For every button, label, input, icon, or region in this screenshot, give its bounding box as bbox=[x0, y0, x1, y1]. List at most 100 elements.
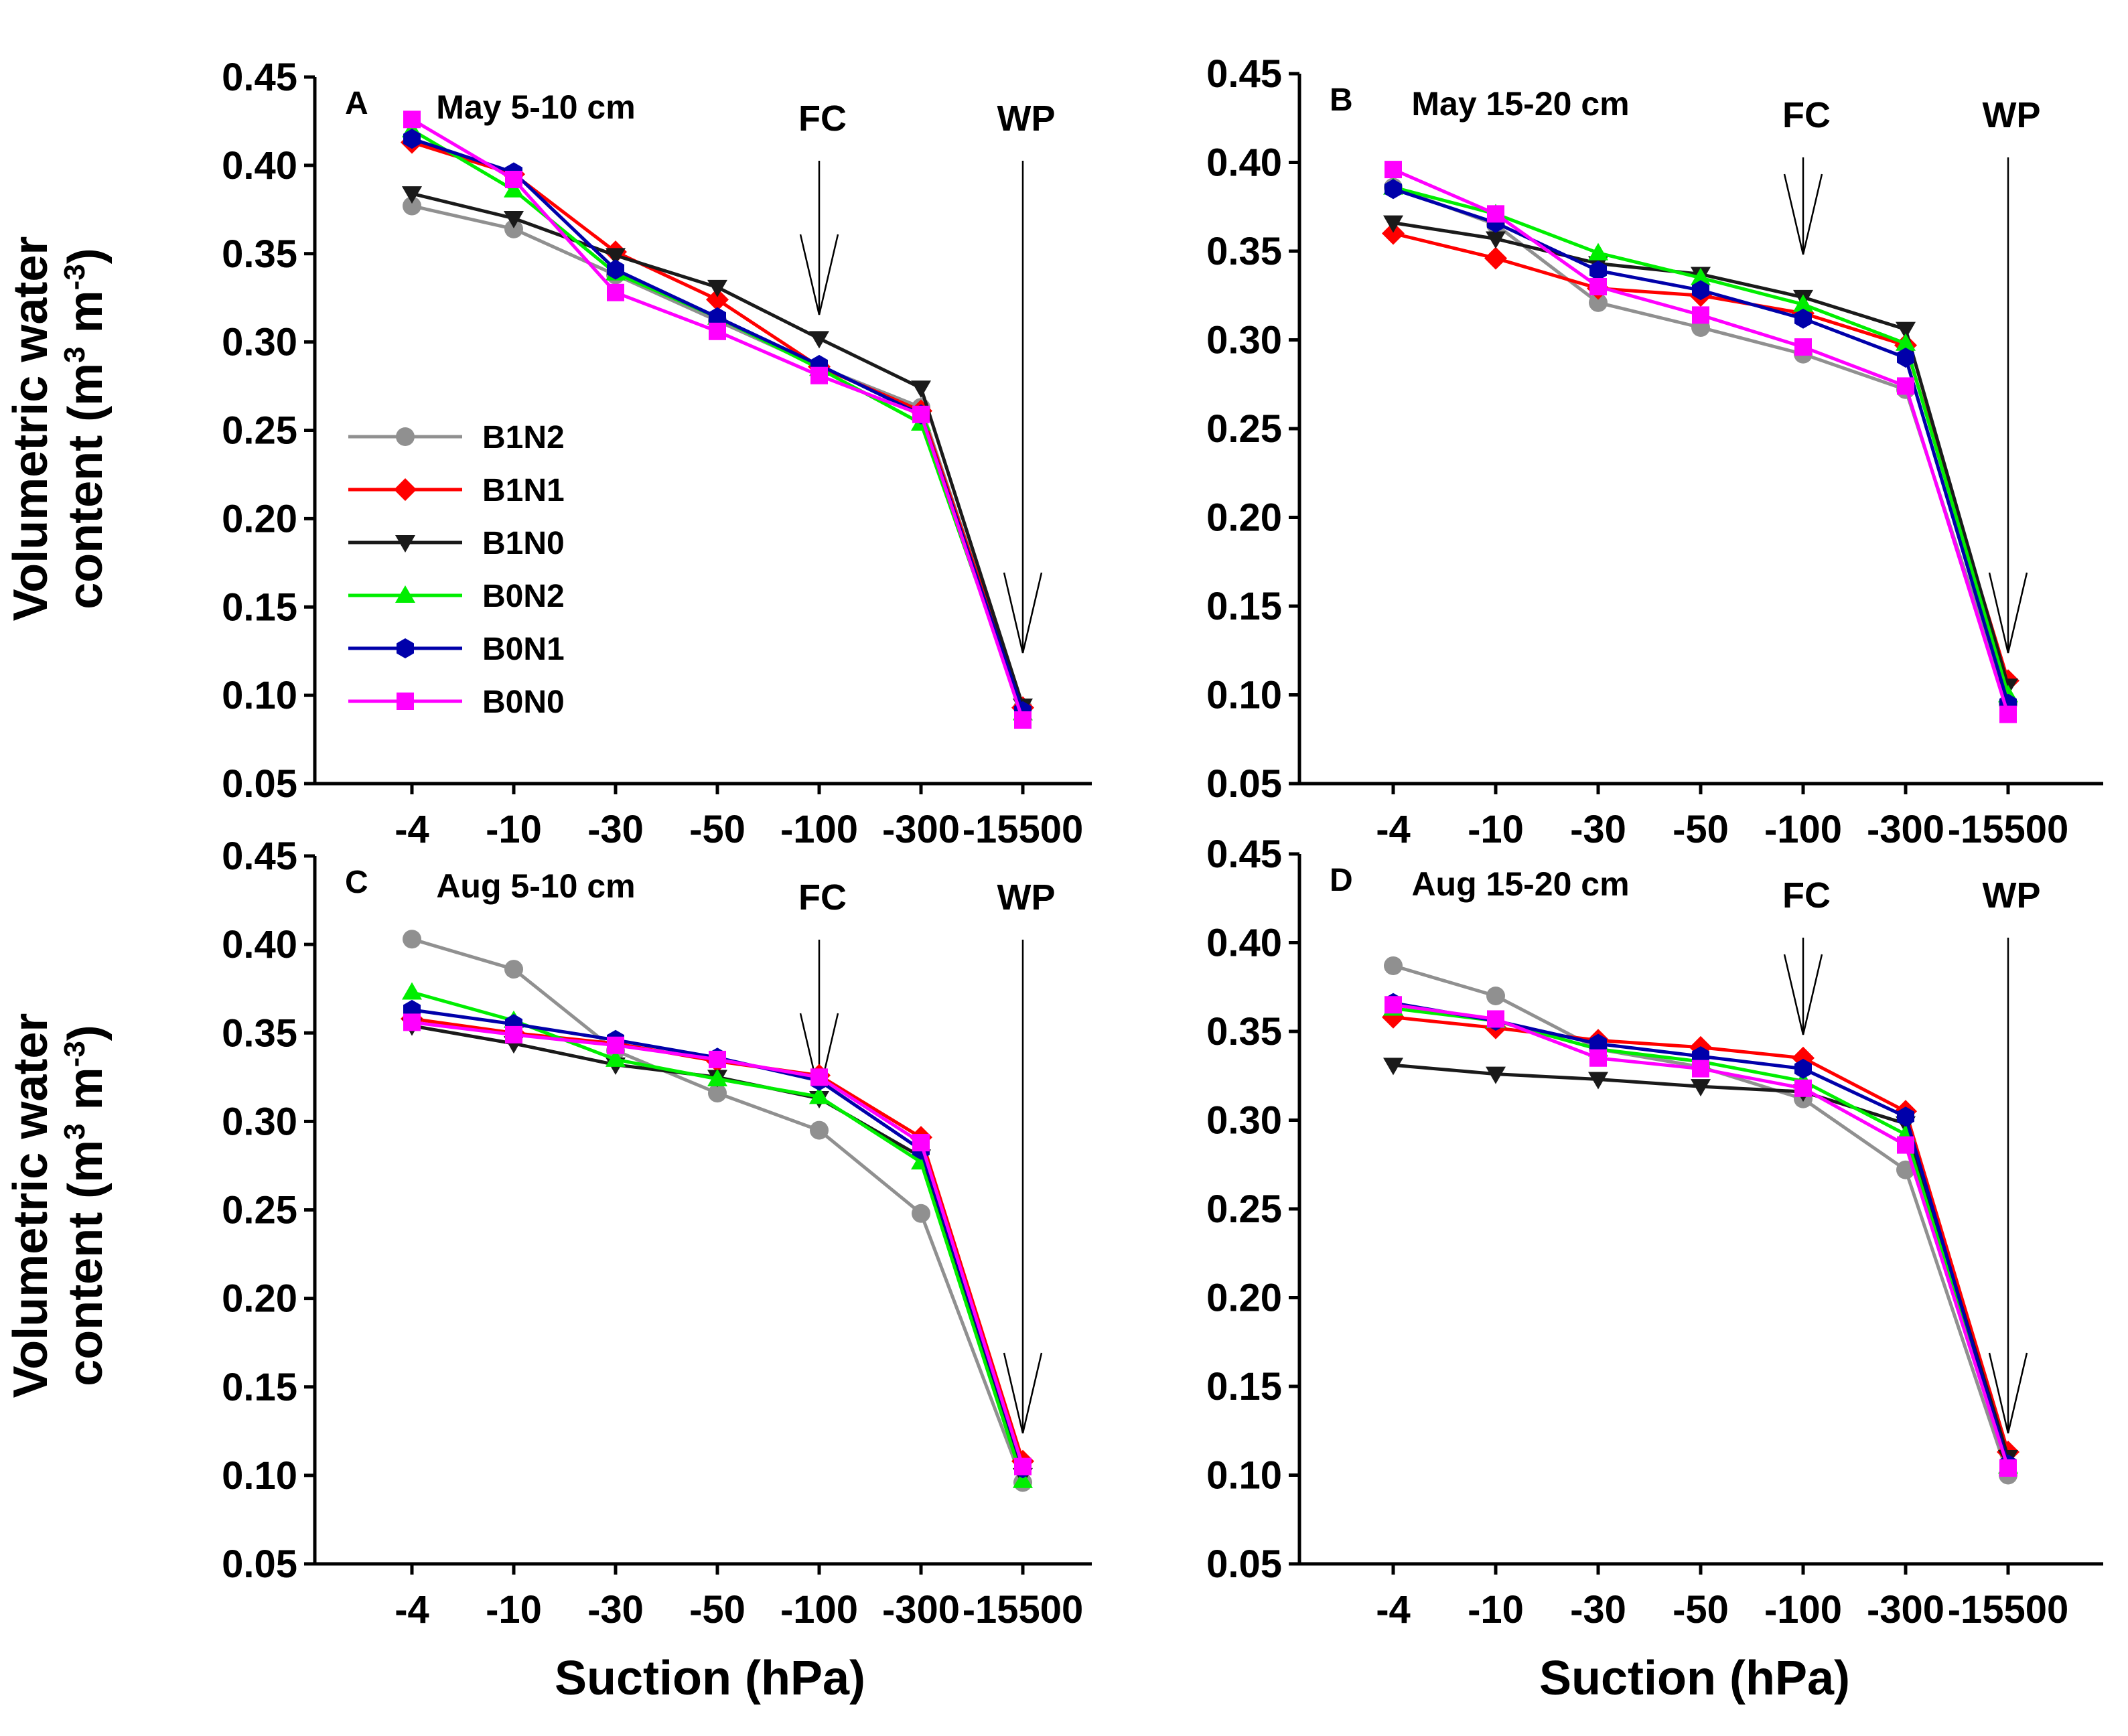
data-point bbox=[1794, 1058, 1812, 1079]
panel-title: May 5-10 cm bbox=[436, 88, 635, 126]
y-tick-label: 0.05 bbox=[1206, 762, 1282, 806]
y-tick-label: 0.15 bbox=[1206, 585, 1282, 628]
series-b0n1 bbox=[1385, 179, 2017, 714]
annotation-fc: FC bbox=[798, 877, 847, 1094]
y-tick-label: 0.10 bbox=[1206, 1454, 1282, 1498]
x-tick-label: -10 bbox=[486, 808, 542, 851]
data-point bbox=[403, 196, 421, 216]
data-point bbox=[402, 982, 422, 1000]
annotation-arrow-head bbox=[1003, 572, 1043, 654]
legend-marker bbox=[396, 427, 415, 446]
data-point bbox=[1484, 246, 1507, 270]
data-point bbox=[504, 960, 523, 979]
data-point bbox=[504, 219, 523, 238]
data-point bbox=[504, 211, 524, 228]
data-point bbox=[912, 1204, 930, 1223]
data-point bbox=[707, 279, 727, 297]
annotation-label: WP bbox=[997, 98, 1056, 139]
y-tick-label: 0.25 bbox=[1206, 407, 1282, 451]
annotation-fc: FC bbox=[798, 98, 847, 315]
data-point bbox=[1692, 1060, 1709, 1078]
x-tick-label: -50 bbox=[689, 1588, 746, 1632]
annotation-label: WP bbox=[1983, 95, 2041, 135]
y-tick-label: 0.45 bbox=[222, 56, 297, 99]
data-point bbox=[1896, 321, 1916, 340]
data-point bbox=[403, 1013, 421, 1031]
panel-letter: B bbox=[1330, 82, 1353, 118]
annotation-label: WP bbox=[1983, 875, 2041, 916]
y-tick-label: 0.10 bbox=[222, 1454, 297, 1498]
y-tick-label: 0.05 bbox=[1206, 1542, 1282, 1586]
panel-b: 0.05 0.10 0.15 0.20 0.25 0.30 0.35 0.40 0.45 -4 -1… bbox=[1206, 52, 2103, 851]
y-tick-label: 0.40 bbox=[222, 144, 297, 188]
data-point bbox=[1013, 1470, 1033, 1488]
data-point bbox=[1382, 222, 1405, 245]
panel-title: Aug 15-20 cm bbox=[1411, 865, 1629, 903]
series-line bbox=[411, 937, 1025, 1484]
legend-entry-b1n2: B1N2 bbox=[348, 420, 565, 455]
y-axis-title-line2: content (m3 m-3) bbox=[58, 1025, 113, 1386]
y-tick-label: 0.40 bbox=[222, 923, 297, 966]
panel-letter: D bbox=[1330, 863, 1353, 898]
data-point bbox=[810, 366, 828, 384]
y-tick-label: 0.15 bbox=[1206, 1365, 1282, 1408]
series-b1n2 bbox=[1384, 956, 2017, 1485]
x-tick-label: -100 bbox=[1764, 1588, 1842, 1632]
x-tick-label: -15500 bbox=[963, 808, 1084, 851]
x-tick-label: -15500 bbox=[1948, 808, 2069, 851]
data-point bbox=[1896, 333, 1916, 351]
series-line bbox=[1393, 1063, 2010, 1458]
y-axis-title-line2: content (m3 m-3) bbox=[58, 248, 113, 609]
x-tick-label: -50 bbox=[1673, 1588, 1729, 1632]
annotation-wp: WP bbox=[1983, 95, 2041, 654]
data-point bbox=[707, 1068, 727, 1086]
data-point bbox=[1589, 1049, 1607, 1067]
data-point bbox=[1794, 308, 1812, 329]
data-point bbox=[505, 1025, 522, 1043]
y-tick-label: 0.05 bbox=[222, 1542, 297, 1586]
data-point bbox=[1589, 278, 1607, 295]
data-point bbox=[810, 1120, 829, 1140]
annotation-arrow-head bbox=[1988, 572, 2028, 654]
data-point bbox=[1385, 996, 1402, 1014]
series-b1n0 bbox=[402, 186, 1033, 716]
annotation-label: FC bbox=[798, 98, 847, 139]
y-tick-label: 0.40 bbox=[1206, 922, 1282, 965]
y-tick-label: 0.30 bbox=[1206, 1099, 1282, 1143]
data-point bbox=[403, 129, 421, 149]
series-line bbox=[1393, 187, 2010, 705]
x-tick-label: -30 bbox=[587, 1588, 644, 1632]
data-point bbox=[912, 1134, 930, 1152]
y-tick-label: 0.45 bbox=[1206, 833, 1282, 876]
data-point bbox=[1486, 231, 1506, 249]
data-point bbox=[809, 331, 829, 349]
legend-marker bbox=[395, 585, 415, 603]
data-point bbox=[1897, 1106, 1914, 1127]
y-tick-label: 0.35 bbox=[1206, 1010, 1282, 1054]
y-tick-label: 0.40 bbox=[1206, 141, 1282, 185]
x-tick-label: -50 bbox=[1673, 808, 1729, 851]
annotation-arrow-head bbox=[1783, 173, 1823, 255]
series-line bbox=[1393, 167, 2010, 715]
data-point bbox=[1691, 1079, 1711, 1097]
annotation-arrow-head bbox=[1783, 954, 1823, 1035]
data-point bbox=[1486, 1066, 1506, 1084]
annotation-wp: WP bbox=[1983, 875, 2041, 1434]
data-point bbox=[1691, 267, 1711, 285]
data-point bbox=[1897, 1136, 1914, 1154]
legend-label: B0N1 bbox=[482, 632, 565, 667]
data-point bbox=[708, 1084, 727, 1103]
y-tick-label: 0.15 bbox=[222, 585, 297, 629]
data-point bbox=[1014, 1457, 1032, 1475]
panel-letter: C bbox=[345, 865, 368, 900]
y-tick-label: 0.05 bbox=[222, 762, 297, 806]
data-point bbox=[1692, 306, 1709, 324]
panel-a: 0.05 0.10 0.15 0.20 0.25 0.30 0.35 0.40 0.45 -4 -1… bbox=[222, 56, 1092, 851]
y-tick-label: 0.35 bbox=[222, 1011, 297, 1055]
annotation-wp: WP bbox=[997, 877, 1056, 1434]
x-tick-label: -100 bbox=[780, 1588, 858, 1632]
x-tick-label: -15500 bbox=[963, 1588, 1084, 1632]
y-axis-title-line1: Volumetric water bbox=[4, 1013, 58, 1398]
series-b0n0 bbox=[403, 1013, 1032, 1475]
annotation-fc: FC bbox=[1782, 95, 1831, 255]
